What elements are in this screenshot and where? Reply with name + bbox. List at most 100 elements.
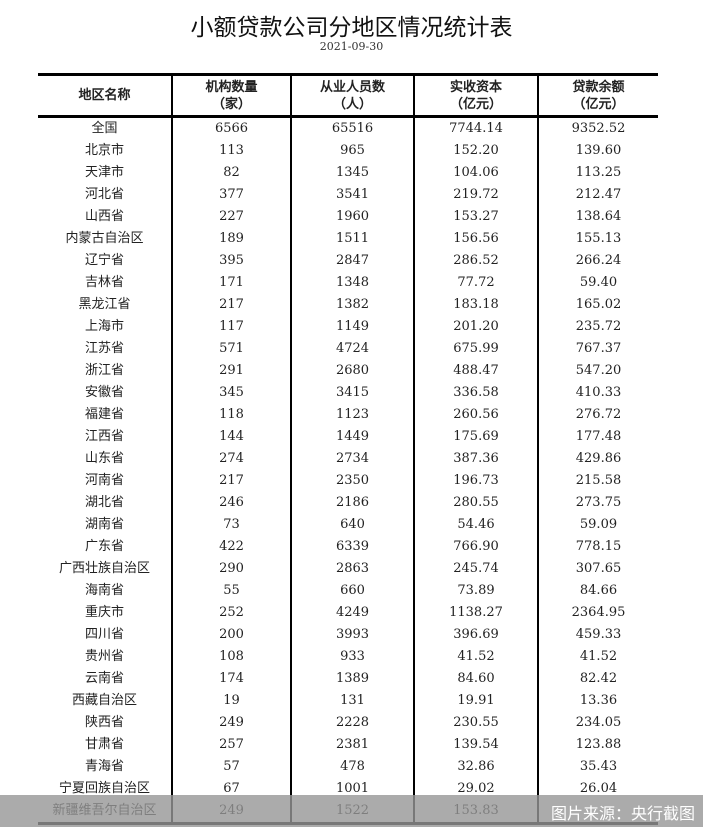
- table-row: 云南省 174 1389 84.60 82.42: [38, 668, 658, 690]
- cell-employees: 1511: [290, 228, 413, 250]
- cell-institutions: 395: [171, 250, 290, 272]
- cell-employees: 1389: [290, 668, 413, 690]
- cell-region: 广西壮族自治区: [58, 561, 150, 576]
- cell-region: 江苏省: [84, 341, 124, 356]
- cell-institutions: 113: [171, 140, 290, 162]
- cell-loan-balance: 84.66: [537, 580, 658, 602]
- cell-loan-balance: 177.48: [537, 426, 658, 448]
- cell-paid-in-capital: 77.72: [413, 272, 537, 294]
- cell-paid-in-capital: 29.02: [413, 778, 537, 800]
- cell-paid-in-capital: 41.52: [413, 646, 537, 668]
- cell-institutions: 252: [171, 602, 290, 624]
- cell-region: 宁夏回族自治区: [58, 781, 150, 796]
- table-row: 内蒙古自治区 189 1511 156.56 155.13: [38, 228, 658, 250]
- cell-institutions: 217: [171, 294, 290, 316]
- cell-region: 山东省: [84, 451, 124, 466]
- cell-institutions: 422: [171, 536, 290, 558]
- cell-employees: 933: [290, 646, 413, 668]
- table-row: 山西省 227 1960 153.27 138.64: [38, 206, 658, 228]
- cell-region: 陕西省: [84, 715, 124, 730]
- report-date: 2021-09-30: [319, 40, 384, 53]
- cell-paid-in-capital: 396.69: [413, 624, 537, 646]
- cell-employees: 2228: [290, 712, 413, 734]
- table-row: 广东省 422 6339 766.90 778.15: [38, 536, 658, 558]
- cell-paid-in-capital: 219.72: [413, 184, 537, 206]
- table-row: 甘肃省 257 2381 139.54 123.88: [38, 734, 658, 756]
- cell-institutions: 174: [171, 668, 290, 690]
- cell-employees: 4249: [290, 602, 413, 624]
- header-paid-in-capital: 实收资本 （亿元）: [413, 76, 537, 115]
- table-row: 全国 6566 65516 7744.14 9352.52: [38, 118, 658, 140]
- cell-paid-in-capital: 280.55: [413, 492, 537, 514]
- cell-region: 海南省: [84, 583, 124, 598]
- cell-paid-in-capital: 84.60: [413, 668, 537, 690]
- cell-institutions: 246: [171, 492, 290, 514]
- cell-institutions: 377: [171, 184, 290, 206]
- cell-employees: 1345: [290, 162, 413, 184]
- cell-employees: 3415: [290, 382, 413, 404]
- cell-loan-balance: 459.33: [537, 624, 658, 646]
- table-row: 贵州省 108 933 41.52 41.52: [38, 646, 658, 668]
- cell-institutions: 217: [171, 470, 290, 492]
- cell-employees: 478: [290, 756, 413, 778]
- table-row: 西藏自治区 19 131 19.91 13.36: [38, 690, 658, 712]
- table-row: 重庆市 252 4249 1138.27 2364.95: [38, 602, 658, 624]
- cell-paid-in-capital: 152.20: [413, 140, 537, 162]
- cell-paid-in-capital: 153.27: [413, 206, 537, 228]
- cell-institutions: 345: [171, 382, 290, 404]
- watermark-bar: [0, 795, 703, 827]
- cell-paid-in-capital: 139.54: [413, 734, 537, 756]
- cell-employees: 1382: [290, 294, 413, 316]
- cell-employees: 1348: [290, 272, 413, 294]
- cell-region: 河北省: [84, 187, 124, 202]
- cell-institutions: 291: [171, 360, 290, 382]
- table-row: 上海市 117 1149 201.20 235.72: [38, 316, 658, 338]
- cell-institutions: 117: [171, 316, 290, 338]
- cell-employees: 2350: [290, 470, 413, 492]
- cell-loan-balance: 41.52: [537, 646, 658, 668]
- cell-region: 上海市: [84, 319, 124, 334]
- cell-loan-balance: 778.15: [537, 536, 658, 558]
- cell-region: 西藏自治区: [71, 693, 137, 708]
- cell-institutions: 6566: [171, 118, 290, 140]
- cell-paid-in-capital: 766.90: [413, 536, 537, 558]
- header-employees: 从业人员数 （人）: [290, 76, 413, 115]
- statistics-table: 地区名称 机构数量 （家） 从业人员数 （人） 实收资本 （亿元） 贷款余额 （…: [38, 73, 658, 825]
- cell-institutions: 19: [171, 690, 290, 712]
- cell-institutions: 118: [171, 404, 290, 426]
- cell-loan-balance: 26.04: [537, 778, 658, 800]
- cell-institutions: 189: [171, 228, 290, 250]
- cell-region: 内蒙古自治区: [65, 231, 144, 246]
- cell-loan-balance: 139.60: [537, 140, 658, 162]
- cell-loan-balance: 410.33: [537, 382, 658, 404]
- cell-region: 贵州省: [84, 649, 124, 664]
- cell-institutions: 274: [171, 448, 290, 470]
- cell-paid-in-capital: 183.18: [413, 294, 537, 316]
- cell-loan-balance: 113.25: [537, 162, 658, 184]
- cell-employees: 2381: [290, 734, 413, 756]
- cell-loan-balance: 235.72: [537, 316, 658, 338]
- cell-institutions: 108: [171, 646, 290, 668]
- cell-region: 山西省: [84, 209, 124, 224]
- cell-region: 湖南省: [84, 517, 124, 532]
- page-title: 小额贷款公司分地区情况统计表: [190, 15, 513, 41]
- cell-loan-balance: 429.86: [537, 448, 658, 470]
- cell-employees: 65516: [290, 118, 413, 140]
- cell-employees: 4724: [290, 338, 413, 360]
- cell-region: 黑龙江省: [78, 297, 131, 312]
- cell-employees: 965: [290, 140, 413, 162]
- cell-region: 江西省: [84, 429, 124, 444]
- cell-paid-in-capital: 201.20: [413, 316, 537, 338]
- table-row: 吉林省 171 1348 77.72 59.40: [38, 272, 658, 294]
- table-row: 陕西省 249 2228 230.55 234.05: [38, 712, 658, 734]
- table-row: 北京市 113 965 152.20 139.60: [38, 140, 658, 162]
- cell-loan-balance: 123.88: [537, 734, 658, 756]
- table-row: 江苏省 571 4724 675.99 767.37: [38, 338, 658, 360]
- cell-paid-in-capital: 54.46: [413, 514, 537, 536]
- cell-loan-balance: 59.09: [537, 514, 658, 536]
- cell-loan-balance: 35.43: [537, 756, 658, 778]
- cell-employees: 1001: [290, 778, 413, 800]
- cell-loan-balance: 82.42: [537, 668, 658, 690]
- cell-institutions: 290: [171, 558, 290, 580]
- cell-loan-balance: 212.47: [537, 184, 658, 206]
